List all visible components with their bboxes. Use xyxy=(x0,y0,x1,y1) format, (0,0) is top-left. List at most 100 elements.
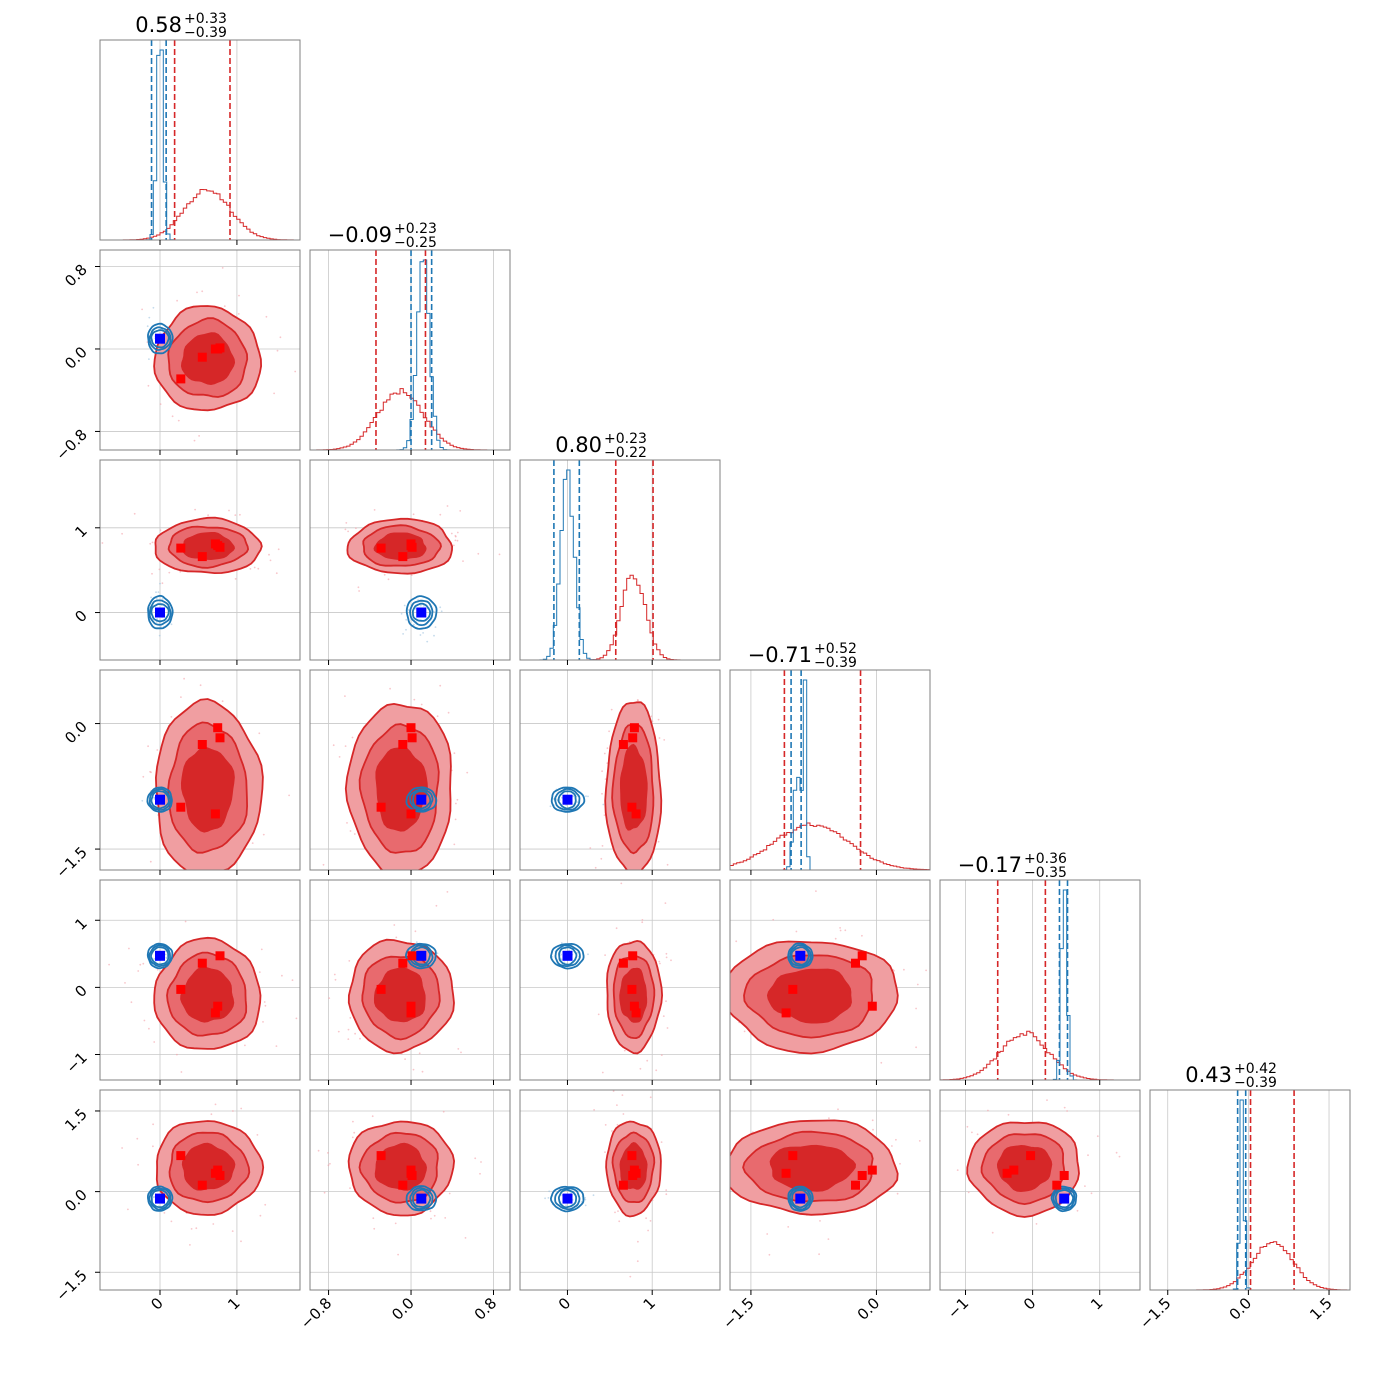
red-sample-point xyxy=(459,510,462,512)
red-sample-point xyxy=(121,1147,123,1149)
title-plus: +0.36 xyxy=(1024,851,1067,867)
red-sample-point xyxy=(600,857,603,860)
blue-sample-point xyxy=(419,634,422,636)
red-marker xyxy=(1059,1171,1069,1180)
red-marker xyxy=(406,1001,416,1011)
panel-5-4 xyxy=(939,1089,1141,1295)
red-sample-point xyxy=(601,845,604,847)
blue-sample-point xyxy=(572,795,574,798)
blue-sample-point xyxy=(405,618,408,621)
blue-sample-point xyxy=(405,628,407,631)
red-sample-point xyxy=(260,948,263,951)
red-sample-point xyxy=(152,1123,155,1126)
red-sample-point xyxy=(637,1240,639,1243)
blue-contour xyxy=(146,942,174,970)
red-sample-point xyxy=(295,1017,298,1020)
red-sample-point xyxy=(130,1001,133,1004)
y-tick-label: 1 xyxy=(71,914,90,933)
y-tick-label: −1 xyxy=(62,1049,90,1077)
red-sample-point xyxy=(253,566,256,569)
blue-sample-point xyxy=(161,598,164,600)
red-sample-point xyxy=(918,1140,921,1142)
red-sample-point xyxy=(156,968,159,971)
red-sample-point xyxy=(264,1203,267,1206)
blue-sample-point xyxy=(159,582,161,585)
blue-contour xyxy=(412,1188,432,1208)
red-marker xyxy=(788,1151,798,1161)
red-sample-point xyxy=(395,936,398,939)
blue-sample-point xyxy=(549,805,552,808)
red-sample-point xyxy=(1115,1151,1118,1154)
red-marker xyxy=(406,1168,416,1178)
title-minus: −0.22 xyxy=(604,445,647,461)
red-sample-point xyxy=(454,818,457,821)
title-median: −0.71 xyxy=(748,643,812,667)
blue-sample-point xyxy=(548,1190,551,1193)
red-sample-point xyxy=(1096,1135,1099,1138)
red-sample-point xyxy=(479,1172,481,1175)
panel-3-2 xyxy=(519,669,721,875)
y-tick-label: 1.5 xyxy=(61,1105,91,1135)
red-marker xyxy=(215,542,225,552)
y-tick-label: 0.0 xyxy=(61,1186,91,1216)
red-sample-point xyxy=(317,1149,320,1152)
panel-5-1 xyxy=(309,1089,511,1295)
red-contour-inner xyxy=(180,746,235,833)
blue-marker xyxy=(416,950,427,961)
red-sample-point xyxy=(1076,1209,1079,1212)
panel-title: −0.17 +0.36−0.35 xyxy=(958,851,1067,881)
red-sample-point xyxy=(201,290,204,293)
red-sample-point xyxy=(615,927,618,930)
red-sample-point xyxy=(604,1124,607,1126)
red-marker xyxy=(210,1008,220,1018)
red-sample-point xyxy=(614,1211,616,1214)
red-sample-point xyxy=(839,927,841,929)
blue-sample-point xyxy=(158,621,161,624)
red-marker xyxy=(376,984,386,994)
red-marker xyxy=(210,344,220,354)
red-marker xyxy=(407,733,417,743)
red-sample-point xyxy=(456,798,459,801)
red-sample-point xyxy=(256,1134,259,1136)
red-sample-point xyxy=(891,1145,893,1147)
red-contour-inner xyxy=(996,1145,1053,1193)
red-sample-point xyxy=(291,979,294,981)
blue-sample-point xyxy=(560,953,562,956)
red-sample-point xyxy=(899,1162,901,1165)
red-sample-point xyxy=(657,840,660,843)
red-sample-point xyxy=(249,568,252,570)
red-sample-point xyxy=(171,415,174,418)
panel-4-2 xyxy=(519,879,721,1085)
blue-marker xyxy=(416,1193,427,1204)
red-marker xyxy=(618,740,628,749)
red-sample-point xyxy=(466,771,469,774)
red-marker xyxy=(627,802,637,812)
red-sample-point xyxy=(389,687,391,690)
red-sample-point xyxy=(194,508,197,511)
red-sample-point xyxy=(772,918,775,921)
red-sample-point xyxy=(580,1083,582,1085)
red-sample-point xyxy=(1046,1099,1048,1101)
red-sample-point xyxy=(604,778,607,780)
blue-contour xyxy=(558,1188,577,1209)
red-marker xyxy=(629,1001,639,1011)
red-sample-point xyxy=(601,792,603,795)
x-tick-label: 1 xyxy=(1087,1294,1106,1313)
blue-sample-point xyxy=(584,1198,587,1201)
red-sample-point xyxy=(232,1110,234,1112)
red-sample-point xyxy=(127,947,130,950)
red-sample-point xyxy=(234,578,237,580)
red-sample-point xyxy=(353,833,356,835)
red-sample-point xyxy=(480,1161,482,1163)
red-sample-point xyxy=(987,1109,989,1112)
red-sample-point xyxy=(446,891,449,893)
red-sample-point xyxy=(333,973,336,976)
red-sample-point xyxy=(153,1041,156,1043)
red-sample-point xyxy=(156,749,159,751)
blue-sample-point xyxy=(547,1197,550,1199)
red-sample-point xyxy=(159,403,162,405)
red-sample-point xyxy=(149,542,152,545)
blue-sample-point xyxy=(602,803,605,806)
red-sample-point xyxy=(455,802,457,805)
